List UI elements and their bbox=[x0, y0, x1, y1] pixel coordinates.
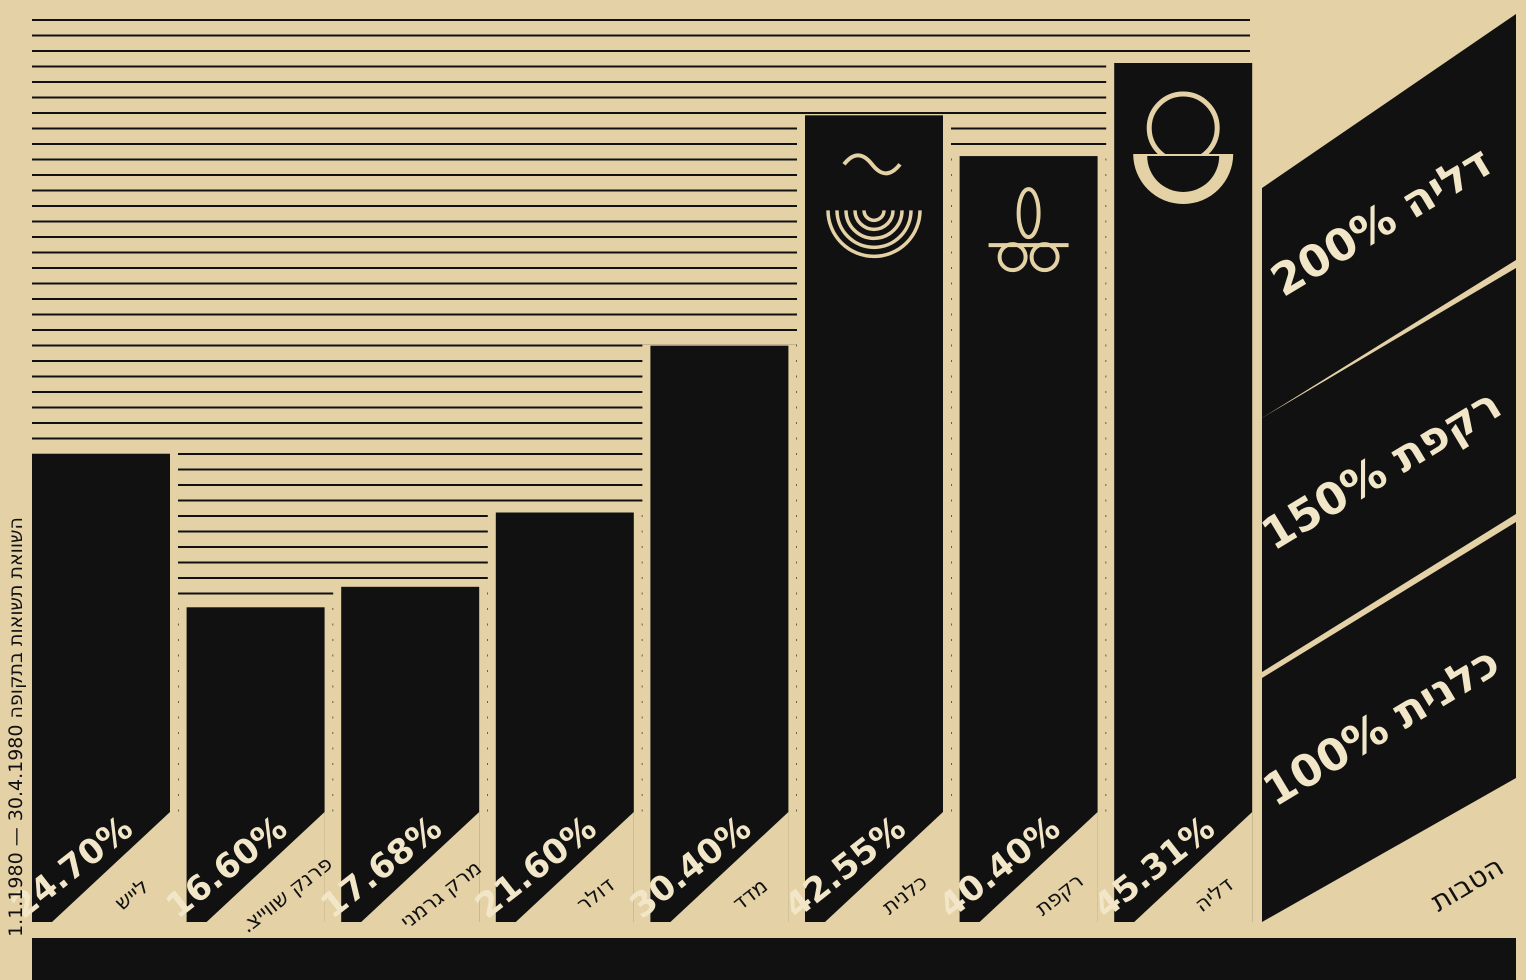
bar-label-cutout bbox=[52, 812, 170, 922]
bottom-band bbox=[32, 938, 1516, 980]
bar-label-cutout bbox=[515, 812, 634, 922]
rakefet-logo-icon bbox=[988, 187, 1069, 273]
dalia-logo-sun-core bbox=[1147, 155, 1220, 192]
bar-label-cutout bbox=[979, 812, 1098, 922]
bar bbox=[650, 345, 789, 923]
dalia-logo-icon bbox=[1133, 91, 1234, 204]
kalanit-logo-arc bbox=[853, 210, 895, 231]
bar-label-cutout bbox=[206, 812, 325, 922]
bar bbox=[1114, 62, 1253, 922]
bar bbox=[959, 156, 1098, 923]
rakefet-logo-leaf bbox=[1016, 187, 1041, 240]
bar-label-cutout bbox=[670, 812, 789, 922]
bar-label-cutout bbox=[1134, 812, 1253, 922]
benefit-band bbox=[1262, 14, 1516, 418]
benefit-band bbox=[1262, 522, 1516, 922]
bar-label-cutout bbox=[361, 812, 480, 922]
bar bbox=[805, 115, 943, 922]
benefit-band bbox=[1262, 268, 1516, 672]
bar-label-cutout bbox=[825, 812, 943, 922]
kalanit-logo-arc bbox=[826, 210, 922, 259]
kalanit-logo-stroke bbox=[842, 153, 902, 176]
benefits-title-cutout bbox=[1420, 858, 1516, 922]
kalanit-logo-icon bbox=[826, 153, 922, 259]
kalanit-logo-arc bbox=[844, 210, 904, 241]
kalanit-logo-arc bbox=[862, 210, 886, 223]
kalanit-logo-arc bbox=[835, 210, 913, 249]
bars-group: 24.70%לייש 16.60%פרנק שווייצ.17.68%מרק גר… bbox=[4, 61, 1261, 938]
date-range-note: 1.1.1980 — 30.4.1980 השוואת תשואות בתקופ… bbox=[5, 517, 27, 937]
